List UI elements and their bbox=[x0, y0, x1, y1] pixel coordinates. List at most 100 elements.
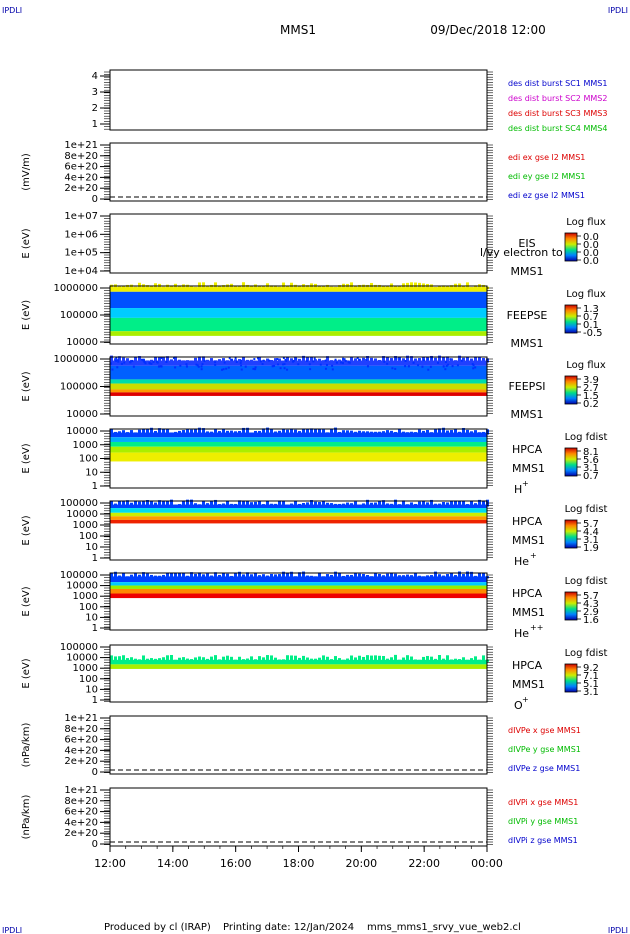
spectrogram-edge-cell bbox=[186, 360, 189, 363]
spectrogram-edge-cell bbox=[326, 432, 329, 435]
spectrogram-speck bbox=[254, 368, 257, 371]
spectrogram-speck bbox=[279, 367, 282, 370]
spectrogram-edge-cell bbox=[322, 360, 325, 363]
spectrogram-speck bbox=[214, 363, 217, 366]
spectrogram-edge-cell bbox=[442, 658, 445, 662]
spectrogram-edge-cell bbox=[406, 355, 409, 363]
spectrogram-speck bbox=[319, 363, 322, 366]
spectrogram-edge-cell bbox=[378, 655, 381, 662]
spectrogram-edge-cell bbox=[414, 503, 417, 507]
colorbar-tick-label: 5.6 bbox=[583, 455, 599, 466]
y-tick-label: 10000 bbox=[66, 337, 98, 348]
y-tick-label: 2e+20 bbox=[64, 756, 98, 767]
spectrogram-speck bbox=[268, 359, 271, 362]
spectrogram-edge-cell bbox=[282, 429, 285, 435]
spectrogram-speck bbox=[221, 368, 224, 371]
spectrogram-edge-cell bbox=[254, 573, 257, 579]
spectrogram-speck bbox=[214, 361, 217, 364]
spectrogram-edge-cell bbox=[282, 659, 285, 662]
y-tick-label: 100 bbox=[79, 531, 98, 542]
spectrogram-edge-cell bbox=[442, 501, 445, 507]
spectrogram-edge-cell bbox=[386, 658, 389, 662]
spectrogram-edge-cell bbox=[294, 501, 297, 507]
spectrogram-band-2 bbox=[110, 291, 487, 309]
spectrogram-speck bbox=[203, 359, 206, 362]
spectrogram-edge-cell bbox=[302, 502, 305, 507]
y-tick-label: 1000 bbox=[73, 591, 98, 602]
spectrogram-edge-cell bbox=[418, 429, 421, 435]
spectrogram-edge-cell bbox=[482, 431, 485, 435]
spectrogram-band-4 bbox=[110, 446, 487, 453]
spectrogram-edge-cell bbox=[374, 502, 377, 507]
spectrogram-band-1 bbox=[110, 576, 487, 583]
spectrogram-band-5 bbox=[110, 389, 487, 393]
spectrogram-edge-cell bbox=[222, 358, 225, 363]
spectrogram-edge-cell bbox=[362, 503, 365, 507]
spectrogram-edge-cell bbox=[134, 658, 137, 662]
spectrogram-edge-cell bbox=[354, 285, 357, 290]
spectrogram-speck bbox=[123, 361, 126, 364]
spectrogram-speck bbox=[173, 357, 176, 360]
spectrogram-speck bbox=[282, 357, 285, 360]
y-tick-label: 1e+06 bbox=[64, 229, 98, 240]
spectrogram-edge-cell bbox=[242, 500, 245, 507]
spectrogram-edge-cell bbox=[354, 358, 357, 363]
spectrogram-edge-cell bbox=[454, 500, 457, 507]
spectrogram-edge-cell bbox=[390, 430, 393, 435]
spectrogram-edge-cell bbox=[170, 359, 173, 363]
spectrogram-speck bbox=[197, 365, 200, 368]
spectrogram-band-1 bbox=[110, 360, 487, 366]
colorbar-tick-label: 0.0 bbox=[583, 232, 599, 243]
spectrogram-speck bbox=[129, 361, 132, 364]
species-charge: + bbox=[522, 479, 529, 488]
spectrogram-edge-cell bbox=[430, 499, 433, 507]
spectrogram-edge-cell bbox=[430, 656, 433, 662]
spectrogram-edge-cell bbox=[478, 284, 481, 290]
y-tick-label: 4e+20 bbox=[64, 817, 98, 828]
y-tick-label: 4e+20 bbox=[64, 172, 98, 183]
spectrogram-edge-cell bbox=[474, 356, 477, 363]
spectrogram-edge-cell bbox=[234, 659, 237, 662]
spectrogram-edge-cell bbox=[302, 428, 305, 435]
y-tick-label: 0 bbox=[92, 194, 98, 205]
spectrogram-edge-cell bbox=[118, 575, 121, 579]
y-tick-label: 1e+21 bbox=[64, 785, 98, 796]
spectrogram-edge-cell bbox=[402, 575, 405, 579]
spectrogram-edge-cell bbox=[146, 429, 149, 435]
spectrogram-speck bbox=[234, 357, 237, 360]
spectrogram-edge-cell bbox=[278, 358, 281, 363]
spectrogram-edge-cell bbox=[178, 430, 181, 435]
instrument-label: HPCA bbox=[512, 659, 543, 672]
spectrogram-edge-cell bbox=[254, 360, 257, 363]
spectrogram-edge-cell bbox=[426, 283, 429, 290]
spectrogram-edge-cell bbox=[270, 503, 273, 507]
spectrogram-edge-cell bbox=[122, 357, 125, 363]
spectrogram-edge-cell bbox=[174, 504, 177, 507]
spectrogram-edge-cell bbox=[342, 359, 345, 363]
y-tick-label: 8e+20 bbox=[64, 724, 98, 735]
spectrogram-edge-cell bbox=[198, 572, 201, 579]
spectrogram-edge-cell bbox=[238, 430, 241, 435]
spectrogram-edge-cell bbox=[134, 286, 137, 290]
spectrogram-edge-cell bbox=[358, 284, 361, 290]
spectrogram-edge-cell bbox=[366, 284, 369, 290]
spectrogram-edge-cell bbox=[334, 427, 337, 435]
spectrogram-speck bbox=[309, 368, 312, 371]
spectrogram-edge-cell bbox=[298, 431, 301, 435]
spectrogram-edge-cell bbox=[222, 285, 225, 290]
y-tick-label: 100000 bbox=[60, 382, 98, 393]
spectrogram-edge-cell bbox=[422, 430, 425, 435]
spectrogram-edge-cell bbox=[434, 658, 437, 662]
spectrogram-edge-cell bbox=[178, 657, 181, 662]
spectrogram-edge-cell bbox=[266, 427, 269, 435]
colorbar-tick-label: 1.9 bbox=[583, 543, 599, 554]
spectrogram-edge-cell bbox=[446, 574, 449, 579]
colorbar-tick-label: 0.1 bbox=[583, 320, 599, 331]
colorbar-tick-label: 3.1 bbox=[583, 687, 599, 698]
spectrogram-edge-cell bbox=[470, 571, 473, 579]
colorbar-tick-label: 0.0 bbox=[583, 256, 599, 267]
spectrogram-edge-cell bbox=[314, 283, 317, 290]
spectrogram-edge-cell bbox=[154, 431, 157, 435]
spectrogram-edge-cell bbox=[358, 573, 361, 579]
corner-label-bottom-right: IPDLI bbox=[608, 926, 628, 934]
